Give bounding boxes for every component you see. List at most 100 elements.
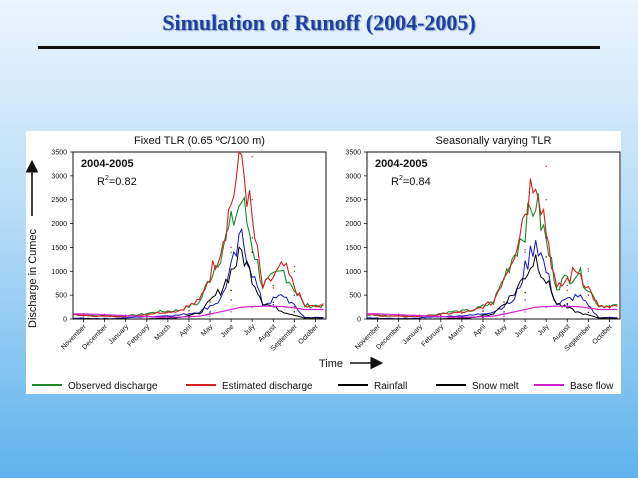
y-tick-label: 0 <box>357 317 361 324</box>
data-point-estimated <box>230 246 232 249</box>
data-point-baseflow <box>146 315 148 317</box>
period-label: 2004-2005 <box>81 158 134 170</box>
data-point-estimated <box>608 306 611 308</box>
data-point-observed <box>608 304 611 307</box>
data-point-rainfall <box>587 294 590 296</box>
data-point-rainfall <box>230 299 232 301</box>
x-tick-label: June <box>220 323 236 339</box>
data-point-estimated <box>103 315 106 317</box>
y-tick-label: 2000 <box>345 221 361 228</box>
x-tick-label: May <box>200 323 215 338</box>
data-point-observed <box>272 284 274 287</box>
panel-title: Seasonally varying TLR <box>436 135 552 147</box>
data-point-rainfall <box>209 311 211 313</box>
data-point-rainfall <box>272 303 274 306</box>
legend-label: Observed discharge <box>68 381 158 392</box>
annotation-box <box>77 154 157 192</box>
data-point-baseflow <box>293 305 296 308</box>
data-point-baseflow <box>587 305 590 308</box>
x-tick-label: April <box>179 323 194 338</box>
data-point-snowmelt <box>419 318 421 320</box>
data-point-rainfall <box>545 237 547 239</box>
data-point-observed <box>209 301 211 303</box>
data-point-snowmelt <box>251 251 253 253</box>
data-point-snowmelt <box>608 317 611 319</box>
data-point-rainfall <box>293 294 296 296</box>
x-tick-label: July <box>243 323 257 337</box>
x-tick-label: March <box>448 323 467 342</box>
data-point-baseflow <box>125 314 127 316</box>
data-point-baseflow <box>376 313 379 315</box>
plot-frame <box>72 151 327 320</box>
data-point-snowmelt <box>545 256 547 258</box>
data-point-snowmelt <box>397 318 400 320</box>
r-squared-label: R2=0.84 <box>391 175 431 188</box>
legend: Observed discharge Estimated discharge Rai… <box>32 381 614 392</box>
data-point-snowmelt <box>587 311 590 314</box>
data-point-estimated <box>293 265 296 268</box>
x-tick-label: February <box>420 323 445 348</box>
x-tick-label: July <box>537 323 551 337</box>
x-tick-label: October <box>591 323 614 346</box>
legend-label: Base flow <box>570 381 614 392</box>
series-line-estimated <box>366 178 618 318</box>
legend-label: Rainfall <box>374 381 407 392</box>
data-point-snowmelt <box>167 317 169 320</box>
series-line-observed <box>366 193 618 318</box>
data-point-baseflow <box>82 313 85 315</box>
legend-label: Estimated discharge <box>222 381 313 392</box>
data-point-baseflow <box>314 308 317 311</box>
data-point-estimated <box>397 315 400 317</box>
data-point-observed <box>230 251 232 253</box>
x-axis-label: Time <box>319 358 343 370</box>
data-point-baseflow <box>188 316 190 318</box>
data-point-snowmelt <box>376 318 379 320</box>
data-point-estimated <box>314 305 317 308</box>
data-point-snowmelt <box>272 301 274 303</box>
y-tick-label: 2500 <box>345 197 361 204</box>
data-point-baseflow <box>461 316 463 318</box>
y-axis-label: Discharge in Cumec <box>27 228 39 328</box>
data-point-snowmelt <box>125 318 127 320</box>
x-tick-label: August <box>551 323 571 343</box>
data-point-observed <box>524 251 526 253</box>
y-tick-label: 0 <box>63 317 67 324</box>
data-point-baseflow <box>566 305 568 307</box>
data-point-snowmelt <box>293 311 296 313</box>
y-tick-label: 1000 <box>345 269 361 276</box>
data-point-baseflow <box>419 314 421 316</box>
data-point-rainfall <box>251 237 253 239</box>
data-point-observed <box>293 270 296 272</box>
data-point-observed <box>251 199 253 201</box>
data-point-snowmelt <box>82 318 85 320</box>
data-point-estimated <box>272 287 274 289</box>
data-point-baseflow <box>545 306 547 308</box>
y-tick-label: 500 <box>349 293 361 300</box>
x-tick-label: October <box>297 323 320 346</box>
y-tick-label: 1000 <box>51 269 67 276</box>
series-line-rainfall <box>72 227 324 320</box>
panel-seasonal-tlr: Seasonally varying TLR 0 500 1000 1500 2000 25… <box>345 135 621 353</box>
slide-title: Simulation of Runoff (2004-2005) <box>162 10 476 35</box>
data-point-estimated <box>524 249 526 251</box>
runoff-figure: Discharge in Cumec Fixed TLR (0.65 ºC/10… <box>26 131 621 394</box>
series-line-baseflow <box>367 305 618 318</box>
data-point-observed <box>587 270 590 272</box>
data-point-estimated <box>188 310 190 312</box>
data-point-estimated <box>566 289 568 292</box>
data-point-baseflow <box>482 316 484 318</box>
data-point-baseflow <box>397 313 400 315</box>
panel-title: Fixed TLR (0.65 ºC/100 m) <box>134 135 265 147</box>
x-tick-label: March <box>154 323 173 342</box>
y-axis-label-group: Discharge in Cumec <box>26 159 39 328</box>
y-tick-label: 500 <box>55 293 67 300</box>
data-point-snowmelt <box>461 317 463 320</box>
data-point-snowmelt <box>230 289 232 292</box>
data-point-baseflow <box>209 315 211 317</box>
series-line-snowmelt <box>72 246 324 320</box>
panel-fixed-tlr: Fixed TLR (0.65 ºC/100 m) 0 500 1000 1500 200… <box>51 135 327 353</box>
title-underline <box>38 46 600 49</box>
data-point-snowmelt <box>440 318 442 320</box>
x-tick-label: August <box>257 323 277 343</box>
data-point-snowmelt <box>314 317 317 319</box>
